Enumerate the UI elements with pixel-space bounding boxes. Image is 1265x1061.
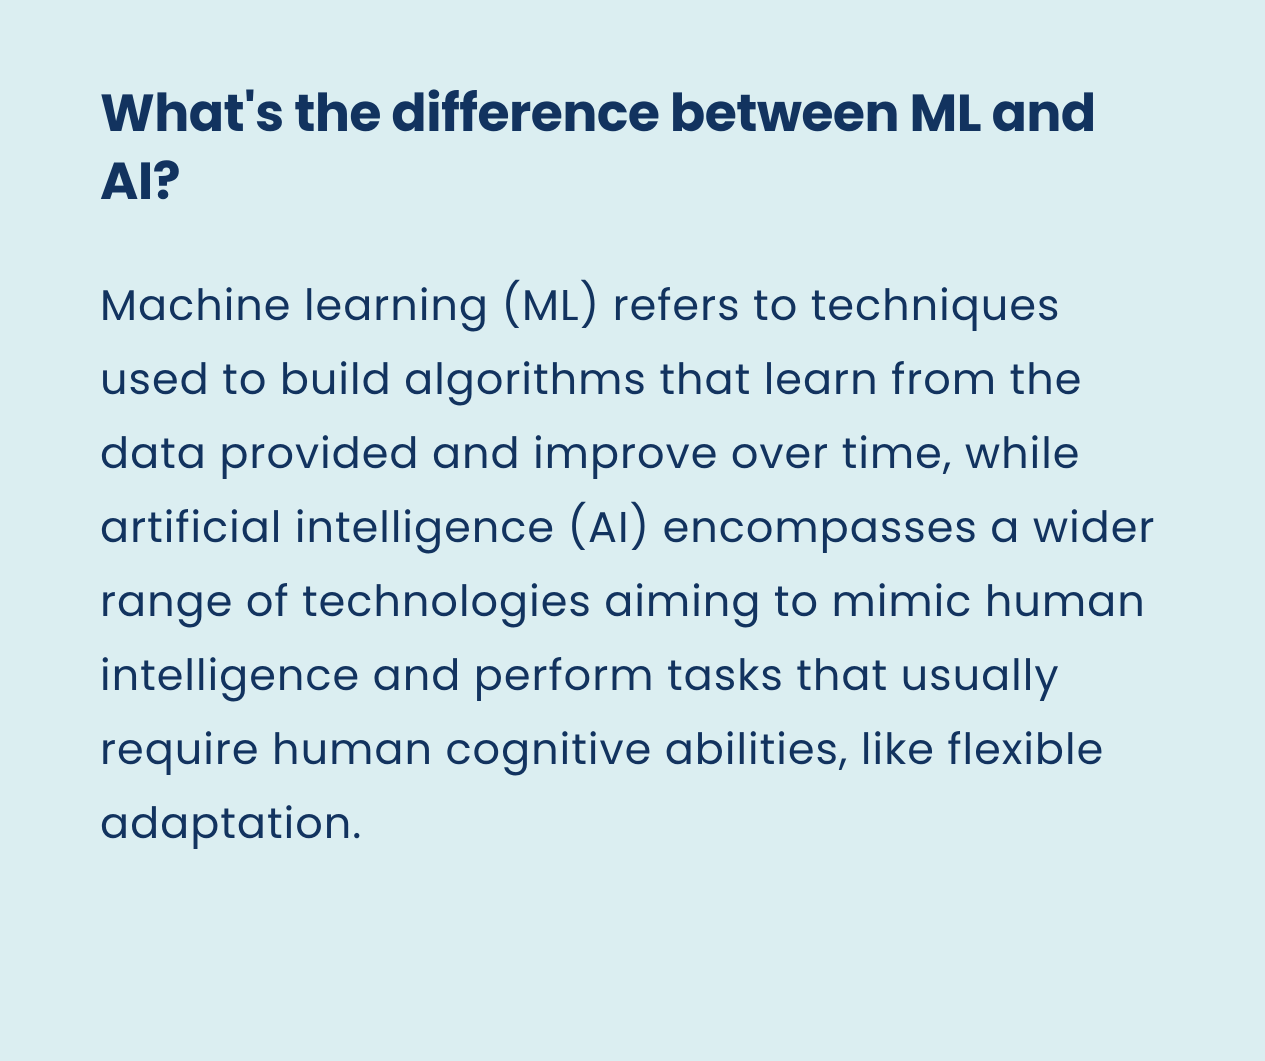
document-heading: What's the difference between ML and AI? (100, 80, 1165, 215)
document-container: What's the difference between ML and AI?… (100, 80, 1165, 862)
document-body: Machine learning (ML) refers to techniqu… (100, 270, 1165, 862)
